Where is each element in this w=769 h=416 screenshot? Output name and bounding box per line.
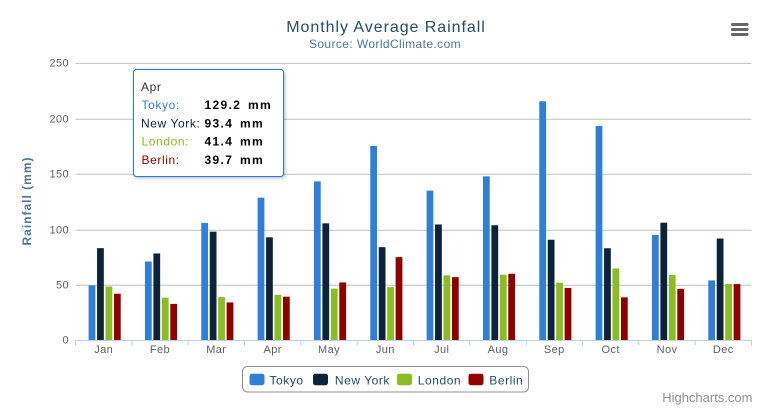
svg-text:200: 200 (49, 113, 69, 125)
svg-text:Tokyo:: Tokyo: (142, 98, 180, 112)
svg-text:London: London (418, 373, 461, 387)
svg-text:Source: WorldClimate.com: Source: WorldClimate.com (309, 37, 461, 51)
svg-text:250: 250 (49, 58, 69, 70)
svg-text:Oct: Oct (602, 344, 620, 356)
svg-text:Rainfall (mm): Rainfall (mm) (20, 156, 34, 245)
svg-text:150: 150 (49, 168, 69, 180)
svg-text:Sep: Sep (544, 344, 565, 356)
svg-text:129.2 mm: 129.2 mm (205, 98, 273, 112)
svg-text:Tokyo: Tokyo (270, 373, 304, 387)
svg-text:Berlin: Berlin (489, 373, 523, 387)
svg-text:Aug: Aug (488, 344, 509, 356)
svg-text:New York: New York (335, 373, 391, 387)
svg-text:39.7 mm: 39.7 mm (205, 153, 264, 167)
svg-text:Jun: Jun (376, 344, 395, 356)
svg-text:Mar: Mar (206, 344, 226, 356)
svg-text:Nov: Nov (657, 344, 678, 356)
svg-text:Apr: Apr (264, 344, 282, 356)
svg-text:50: 50 (56, 279, 69, 291)
svg-text:Feb: Feb (150, 344, 170, 356)
svg-text:0: 0 (62, 335, 69, 347)
svg-text:100: 100 (49, 224, 69, 236)
svg-text:Berlin:: Berlin: (142, 153, 180, 167)
svg-text:Highcharts.com: Highcharts.com (662, 390, 752, 405)
svg-text:93.4 mm: 93.4 mm (205, 116, 264, 130)
svg-text:London:: London: (142, 135, 190, 149)
svg-text:Dec: Dec (713, 344, 734, 356)
svg-text:May: May (318, 344, 340, 356)
svg-text:Jul: Jul (434, 344, 449, 356)
svg-text:Monthly Average Rainfall: Monthly Average Rainfall (286, 19, 486, 36)
svg-text:New York:: New York: (141, 116, 200, 130)
svg-text:Jan: Jan (94, 344, 113, 356)
svg-text:Apr: Apr (141, 80, 161, 94)
svg-text:41.4 mm: 41.4 mm (205, 135, 264, 149)
